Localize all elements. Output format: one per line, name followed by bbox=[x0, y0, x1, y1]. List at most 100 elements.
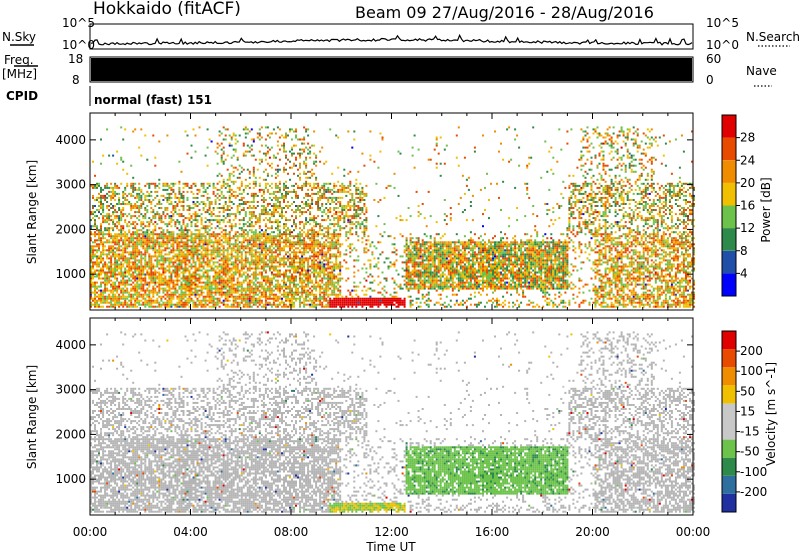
power-cell bbox=[140, 299, 143, 302]
power-cell bbox=[319, 279, 322, 282]
power-cell bbox=[291, 190, 293, 193]
power-cell bbox=[178, 229, 181, 232]
power-cell bbox=[240, 243, 243, 246]
power-cell bbox=[174, 261, 177, 264]
power-cell bbox=[190, 265, 193, 268]
power-cell bbox=[222, 184, 225, 187]
power-cell bbox=[301, 257, 304, 260]
power-cell bbox=[146, 237, 149, 240]
power-cell bbox=[325, 267, 328, 270]
power-cell bbox=[130, 217, 133, 220]
power-cell bbox=[216, 247, 219, 250]
nave-bottom-tick: 0 bbox=[706, 73, 714, 87]
power-cell bbox=[160, 245, 163, 248]
power-cell bbox=[317, 255, 320, 258]
power-cell bbox=[234, 245, 237, 248]
power-cell bbox=[262, 233, 265, 236]
power-cell bbox=[146, 158, 149, 161]
power-cell bbox=[252, 182, 255, 185]
power-cell bbox=[327, 237, 330, 240]
power-cell bbox=[160, 231, 163, 234]
power-cell bbox=[138, 188, 141, 191]
power-cell bbox=[150, 237, 153, 240]
power-cell bbox=[162, 259, 165, 262]
power-cell bbox=[329, 271, 332, 274]
power-cell bbox=[226, 215, 229, 218]
power-cell bbox=[92, 194, 94, 197]
power-cell bbox=[202, 241, 205, 244]
power-cell bbox=[210, 253, 213, 256]
power-cell bbox=[323, 297, 326, 300]
power-cell bbox=[268, 196, 271, 199]
power-cell bbox=[285, 293, 287, 296]
power-cell bbox=[206, 283, 209, 286]
power-cell bbox=[222, 146, 225, 149]
power-cell bbox=[124, 285, 127, 288]
power-cell bbox=[110, 196, 113, 199]
power-cell bbox=[283, 182, 285, 185]
power-cell bbox=[329, 277, 332, 280]
power-cell bbox=[94, 287, 96, 290]
power-cell bbox=[309, 243, 312, 246]
power-cell bbox=[295, 209, 297, 211]
power-cell bbox=[98, 299, 100, 302]
power-cell bbox=[266, 227, 269, 230]
power-cell bbox=[315, 182, 318, 185]
power-cell bbox=[134, 263, 137, 266]
power-cell bbox=[248, 176, 251, 179]
power-cell bbox=[289, 285, 291, 288]
power-cell bbox=[126, 283, 129, 286]
power-cell bbox=[305, 158, 308, 161]
power-cell bbox=[220, 148, 223, 151]
power-cell bbox=[140, 289, 143, 292]
power-cell bbox=[222, 178, 225, 181]
power-cell bbox=[164, 305, 167, 308]
power-cell bbox=[144, 303, 147, 306]
power-cell bbox=[285, 283, 287, 286]
power-cell bbox=[285, 271, 287, 274]
power-cell bbox=[228, 295, 231, 298]
power-cell bbox=[287, 265, 289, 268]
power-cell bbox=[92, 186, 94, 189]
power-cell bbox=[242, 239, 245, 242]
power-cell bbox=[152, 229, 155, 232]
power-cell bbox=[162, 249, 165, 252]
power-cell bbox=[238, 271, 241, 274]
power-cell bbox=[254, 289, 257, 292]
power-cell bbox=[291, 289, 293, 292]
power-cell bbox=[198, 275, 201, 278]
power-cell bbox=[106, 279, 109, 282]
power-cell bbox=[283, 289, 285, 292]
power-cell bbox=[319, 194, 322, 197]
power-cell bbox=[317, 271, 320, 274]
power-cell bbox=[134, 211, 137, 214]
power-cell bbox=[313, 245, 316, 248]
power-cell bbox=[164, 293, 167, 296]
power-cell bbox=[293, 265, 295, 268]
power-cell bbox=[291, 301, 293, 304]
power-cell bbox=[309, 303, 312, 306]
power-cell bbox=[311, 233, 314, 236]
power-cell bbox=[238, 249, 241, 252]
power-cell bbox=[194, 215, 197, 218]
power-cell bbox=[323, 241, 326, 244]
power-cell bbox=[250, 297, 253, 300]
power-cell bbox=[256, 293, 259, 296]
power-cell bbox=[283, 285, 285, 288]
power-cell bbox=[180, 170, 183, 173]
power-cell bbox=[128, 203, 131, 205]
power-cell bbox=[148, 229, 151, 232]
power-cell bbox=[210, 213, 213, 216]
power-cell bbox=[154, 283, 157, 286]
power-cell bbox=[214, 291, 217, 294]
power-cell bbox=[164, 257, 167, 260]
power-cell bbox=[152, 199, 155, 201]
power-cell bbox=[254, 255, 257, 258]
power-cell bbox=[274, 275, 277, 278]
power-cell bbox=[132, 271, 135, 274]
power-cell bbox=[224, 295, 227, 298]
power-cell bbox=[184, 237, 187, 240]
power-cell bbox=[208, 229, 211, 232]
power-cell bbox=[218, 305, 221, 308]
power-cell bbox=[160, 257, 163, 260]
